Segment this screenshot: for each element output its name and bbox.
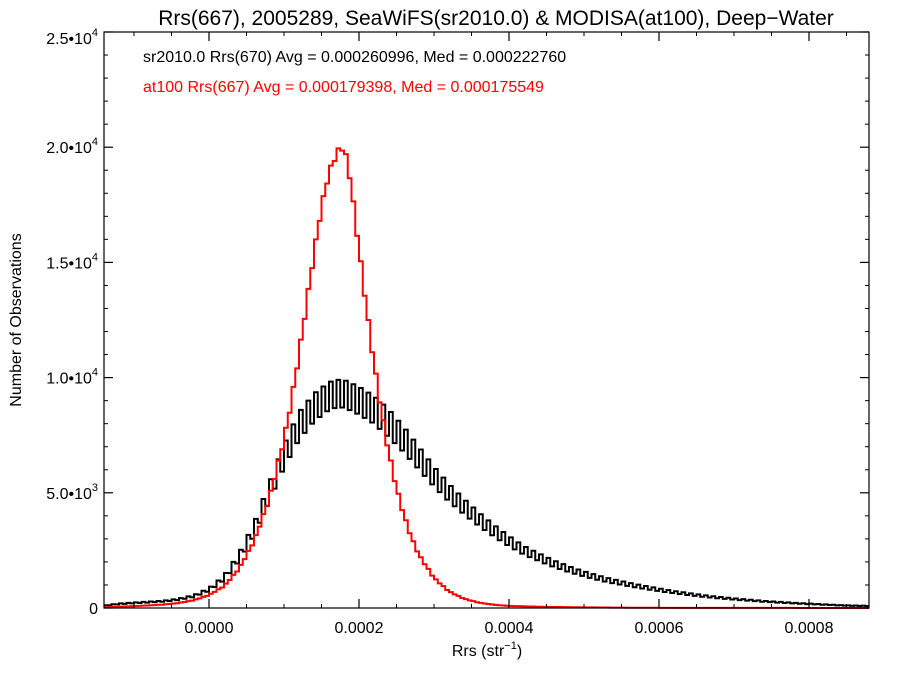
x-axis-label: Rrs (str−1): [452, 640, 522, 660]
y-tick-label: 2.0•104: [46, 136, 98, 157]
histogram-series-1: [104, 147, 869, 609]
x-axis-label-base: Rrs (str: [452, 643, 505, 660]
annotation-seawifs-stats: sr2010.0 Rrs(670) Avg = 0.000260996, Med…: [143, 49, 566, 66]
x-tick-label: 0.0006: [635, 620, 684, 637]
y-tick-label: 0: [89, 601, 98, 618]
y-tick-label: 1.5•104: [46, 251, 98, 272]
x-axis-label-close: ): [517, 643, 522, 660]
x-tick-label: 0.0008: [785, 620, 834, 637]
plot-frame: [103, 31, 870, 609]
y-axis-label: Number of Observations: [8, 233, 25, 406]
x-axis-label-exponent: −1: [504, 640, 517, 652]
annotation-modisa-stats: at100 Rrs(667) Avg = 0.000179398, Med = …: [143, 79, 544, 96]
x-tick-label: 0.0000: [185, 620, 234, 637]
y-tick-label: 1.0•104: [46, 367, 98, 388]
histogram-series-0: [104, 378, 869, 608]
chart-title: Rrs(667), 2005289, SeaWiFS(sr2010.0) & M…: [158, 7, 834, 30]
x-tick-label: 0.0004: [485, 620, 534, 637]
y-tick-label: 5.0•103: [46, 482, 98, 503]
y-tick-label: 2.5•104: [46, 27, 98, 48]
x-tick-label: 0.0002: [335, 620, 384, 637]
